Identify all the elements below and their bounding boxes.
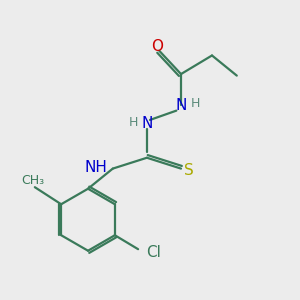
Text: H: H: [128, 116, 138, 129]
Text: CH₃: CH₃: [22, 175, 45, 188]
Text: Cl: Cl: [146, 245, 161, 260]
Text: H: H: [190, 97, 200, 110]
Text: NH: NH: [84, 160, 107, 175]
Text: O: O: [151, 39, 163, 54]
Text: N: N: [175, 98, 187, 112]
Text: S: S: [184, 163, 194, 178]
Text: N: N: [141, 116, 153, 131]
